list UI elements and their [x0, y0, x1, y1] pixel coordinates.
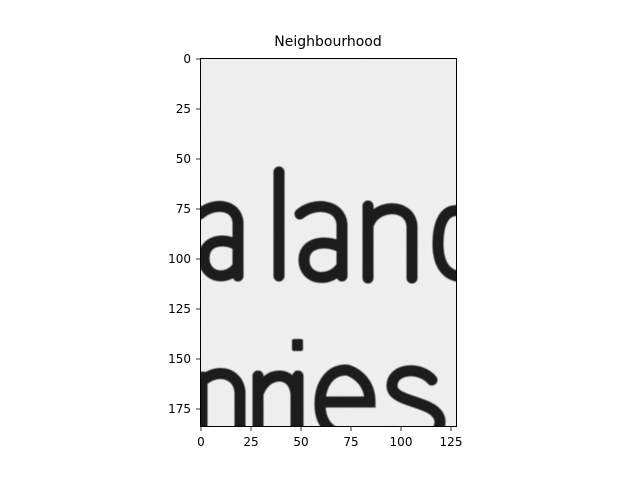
image-word-nies [200, 339, 446, 426]
y-tick-label: 50 [176, 152, 191, 166]
x-tick-label: 75 [343, 435, 358, 449]
y-tick-label: 175 [168, 402, 191, 416]
y-tick-label: 150 [168, 352, 191, 366]
y-axis: 0 25 50 75 100 125 150 175 [168, 52, 201, 416]
y-tick-label: 100 [168, 252, 191, 266]
x-tick-label: 100 [390, 435, 413, 449]
x-tick-label: 0 [197, 435, 205, 449]
plot-title: Neighbourhood [274, 34, 382, 50]
x-tick-label: 25 [243, 435, 258, 449]
x-tick-label: 50 [293, 435, 308, 449]
x-axis: 0 25 50 75 100 125 [197, 426, 463, 449]
x-tick-label: 125 [440, 435, 463, 449]
y-tick-label: 25 [176, 102, 191, 116]
y-tick-label: 75 [176, 202, 191, 216]
image-word-aland [200, 166, 456, 284]
y-tick-label: 0 [183, 52, 191, 66]
y-tick-label: 125 [168, 302, 191, 316]
image-frame [200, 58, 457, 427]
image-area [200, 58, 456, 426]
